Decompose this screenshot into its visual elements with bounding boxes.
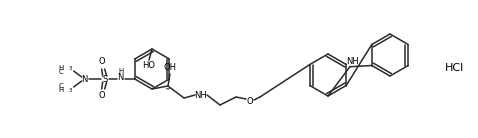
Text: H: H [58, 87, 64, 93]
Text: HCl: HCl [445, 63, 465, 73]
Text: OH: OH [163, 63, 176, 72]
Text: 3: 3 [69, 66, 72, 71]
Text: H: H [118, 68, 123, 74]
Text: S: S [102, 75, 107, 83]
Text: N: N [81, 75, 88, 83]
Text: O: O [98, 58, 105, 67]
Text: NH: NH [347, 57, 359, 66]
Text: O: O [98, 91, 105, 100]
Text: C: C [59, 69, 64, 75]
Text: O: O [247, 96, 253, 105]
Text: C: C [59, 83, 64, 89]
Text: HO: HO [142, 62, 155, 71]
Text: 3: 3 [69, 87, 72, 92]
Text: N: N [118, 74, 124, 83]
Text: H: H [58, 65, 64, 71]
Text: NH: NH [195, 91, 207, 99]
